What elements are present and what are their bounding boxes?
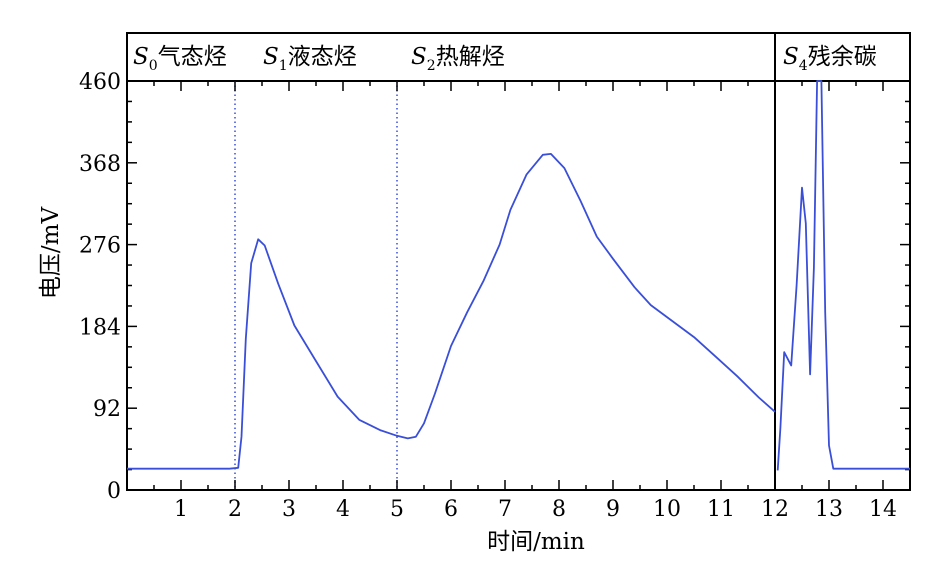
x-tick-label: 12: [761, 497, 789, 522]
phase-label: S0气态烃: [133, 44, 227, 74]
phase-labels: S0气态烃 S1液态烃 S2热解烃 S4残余碳: [133, 44, 877, 74]
x-tick-label: 9: [606, 497, 620, 522]
x-tick-label: 13: [815, 497, 843, 522]
y-tick-label: 276: [79, 234, 121, 259]
axis-ticks: [127, 81, 911, 490]
x-tick-label: 10: [653, 497, 681, 522]
phase-label: S4残余碳: [783, 44, 877, 74]
y-tick-label: 0: [107, 479, 121, 504]
y-tick-label: 92: [93, 397, 121, 422]
x-axis-title: 时间/min: [487, 529, 585, 555]
x-tick-label: 2: [228, 497, 242, 522]
x-tick-label: 6: [444, 497, 458, 522]
x-tick-label: 14: [869, 497, 897, 522]
x-tick-label: 1: [174, 497, 188, 522]
phase-label: S2热解烃: [411, 44, 505, 74]
y-tick-label: 184: [79, 315, 121, 340]
plot-frame: [126, 80, 911, 491]
x-tick-label: 8: [552, 497, 566, 522]
y-tick-label: 460: [79, 70, 121, 95]
x-tick-label: 3: [282, 497, 296, 522]
x-tick-label: 4: [336, 497, 350, 522]
x-tick-label: 5: [390, 497, 404, 522]
x-tick-label: 7: [498, 497, 512, 522]
x-tick-label: 11: [707, 497, 735, 522]
y-axis-title: 电压/mV: [38, 207, 64, 300]
phase-label: S1液态烃: [263, 44, 357, 74]
y-tick-label: 368: [79, 152, 121, 177]
series-line: [127, 153, 776, 470]
series-line: [776, 80, 910, 471]
phase-dividers: [234, 33, 776, 490]
data-series: [127, 80, 910, 471]
